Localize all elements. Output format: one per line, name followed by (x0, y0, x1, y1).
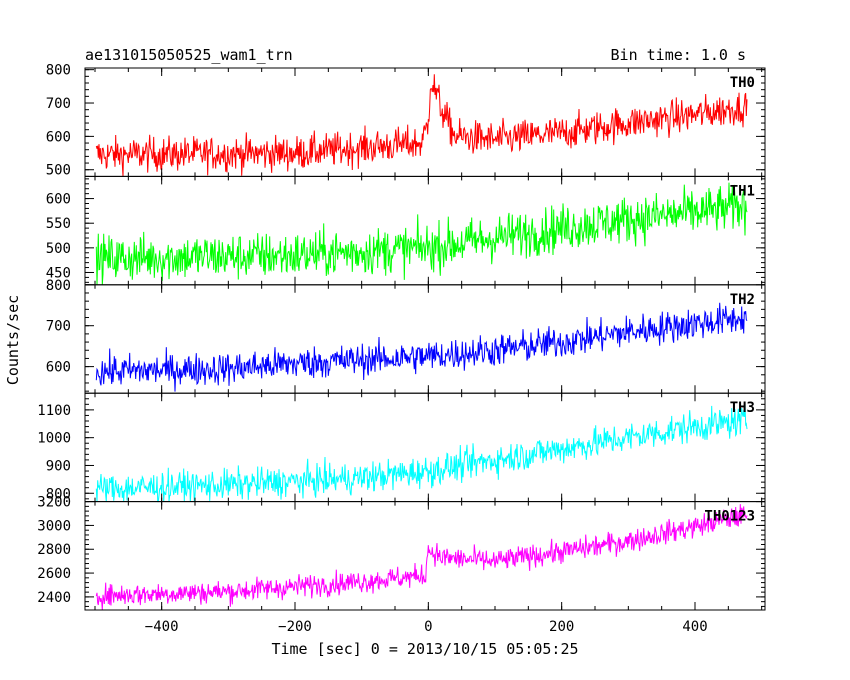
x-tick-label: 0 (424, 619, 432, 635)
x-tick-label: −200 (278, 619, 312, 635)
y-tick-label: 500 (46, 163, 71, 179)
y-tick-label: 900 (46, 458, 71, 474)
panel-label-th3: TH3 (730, 400, 755, 416)
y-tick-label: 3000 (37, 518, 71, 534)
panel-frame-th0123 (84, 501, 766, 611)
series-line-th0 (95, 74, 748, 177)
panel-label-th0123: TH0123 (704, 509, 755, 525)
y-tick-label: 600 (46, 129, 71, 145)
y-tick-label: 800 (46, 486, 71, 502)
x-axis-label: Time [sec] 0 = 2013/10/15 05:05:25 (271, 640, 578, 658)
y-axis-label: Counts/sec (4, 295, 22, 385)
x-tick-label: 400 (682, 619, 707, 635)
y-tick-label: 600 (46, 360, 71, 376)
y-tick-label: 2400 (37, 590, 71, 606)
x-tick-label: −400 (145, 619, 179, 635)
y-tick-label: 450 (46, 265, 71, 281)
series-line-th2 (95, 302, 748, 392)
y-tick-label: 800 (46, 278, 71, 294)
y-tick-label: 600 (46, 192, 71, 208)
series-line-th0123 (95, 504, 748, 611)
panel-label-th2: TH2 (730, 292, 755, 308)
y-tick-label: 2800 (37, 542, 71, 558)
series-line-th3 (95, 403, 748, 503)
x-tick-label: 200 (549, 619, 574, 635)
y-tick-label: 500 (46, 241, 71, 257)
y-tick-label: 1000 (37, 431, 71, 447)
y-tick-label: 1100 (37, 403, 71, 419)
y-tick-label: 700 (46, 96, 71, 112)
bin-time-label: Bin time: 1.0 s (611, 46, 746, 64)
panels-group: 500 600 700 800 TH0 450 500 550 600 TH1 600 700 800 T… (37, 63, 766, 635)
y-tick-label: 3200 (37, 495, 71, 511)
y-tick-label: 800 (46, 63, 71, 79)
panel-frame-th0 (84, 67, 766, 177)
panel-label-th0: TH0 (730, 75, 755, 91)
y-tick-label: 550 (46, 216, 71, 232)
panel-label-th1: TH1 (730, 183, 755, 199)
chart-title: ae131015050525_wam1_trn (85, 46, 293, 64)
y-tick-label: 2600 (37, 566, 71, 582)
y-tick-label: 700 (46, 319, 71, 335)
series-line-th1 (95, 182, 748, 285)
